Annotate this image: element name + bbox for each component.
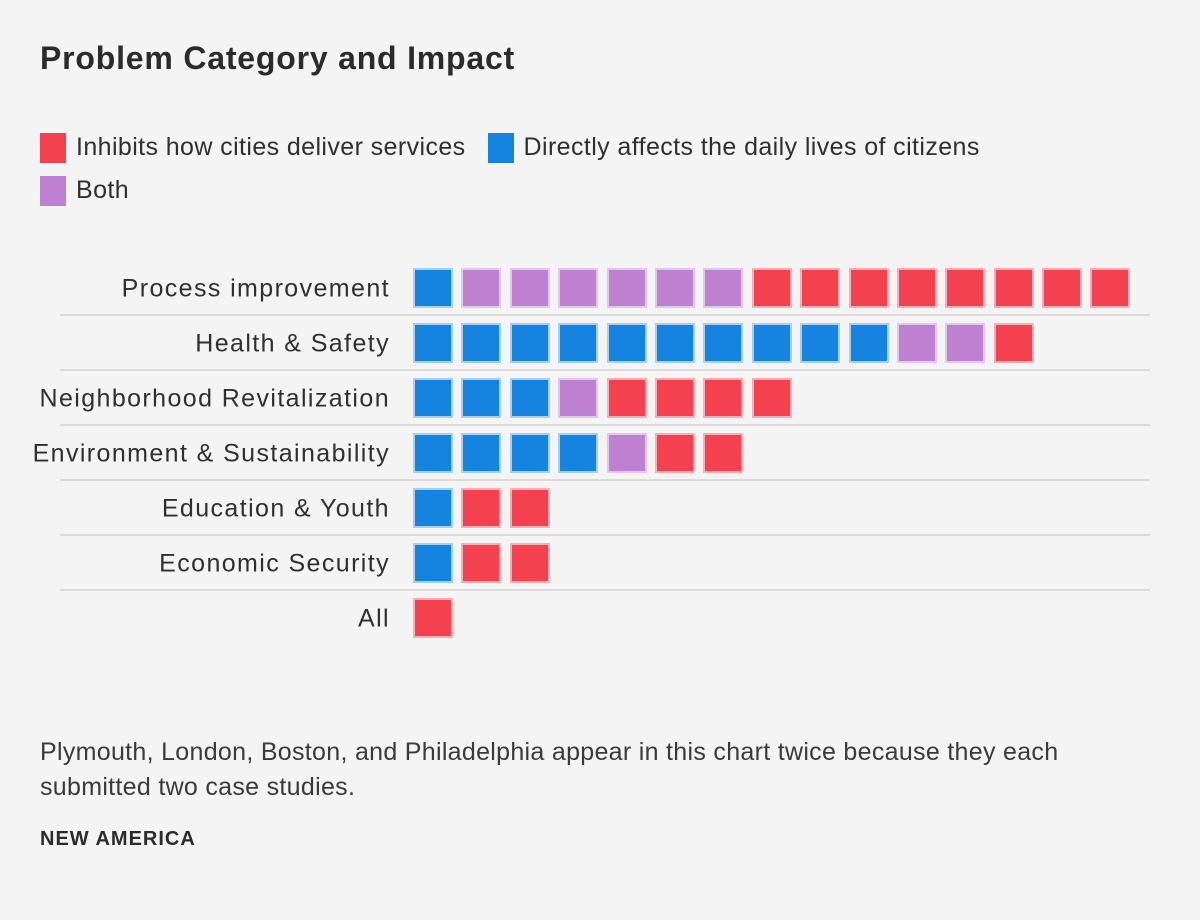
unit-square-inhibits bbox=[1090, 268, 1131, 308]
legend-item-both: Both bbox=[40, 175, 130, 206]
row-label: Process improvement bbox=[121, 274, 390, 302]
unit-square-directly_affects bbox=[509, 378, 550, 418]
unit-square-directly_affects bbox=[606, 323, 647, 363]
unit-square-directly_affects bbox=[413, 488, 453, 528]
legend: Inhibits how cities deliver services Dir… bbox=[40, 126, 980, 212]
unit-square-both bbox=[945, 323, 986, 363]
unit-square-inhibits bbox=[751, 268, 792, 308]
unit-square-directly_affects bbox=[461, 378, 502, 418]
unit-square-inhibits bbox=[703, 378, 744, 418]
unit-square-directly_affects bbox=[413, 543, 453, 583]
chart-row-economic-security: Economic Security bbox=[0, 536, 1200, 591]
legend-row: Inhibits how cities deliver services Dir… bbox=[40, 126, 980, 169]
row-squares bbox=[413, 378, 792, 418]
legend-label: Both bbox=[76, 176, 130, 204]
unit-square-both bbox=[606, 268, 647, 308]
row-label: Health & Safety bbox=[195, 329, 390, 357]
row-label: All bbox=[358, 604, 390, 632]
legend-item-directly-affects: Directly affects the daily lives of citi… bbox=[487, 132, 980, 163]
row-label: Economic Security bbox=[159, 549, 390, 577]
row-label: Neighborhood Revitalization bbox=[39, 384, 390, 412]
unit-square-inhibits bbox=[461, 488, 502, 528]
row-squares bbox=[413, 543, 550, 583]
unit-square-directly_affects bbox=[800, 323, 841, 363]
unit-square-inhibits bbox=[993, 268, 1034, 308]
legend-label: Inhibits how cities deliver services bbox=[76, 133, 466, 161]
row-squares bbox=[413, 433, 744, 473]
unit-square-inhibits bbox=[413, 598, 453, 638]
unit-square-directly_affects bbox=[558, 433, 599, 473]
unit-square-inhibits bbox=[1042, 268, 1083, 308]
chart-row-neighborhood-revitalization: Neighborhood Revitalization bbox=[0, 371, 1200, 426]
legend-swatch-purple-icon bbox=[40, 175, 66, 206]
unit-square-directly_affects bbox=[703, 323, 744, 363]
legend-item-inhibits: Inhibits how cities deliver services bbox=[40, 132, 466, 163]
chart-row-process-improvement: Process improvement bbox=[0, 261, 1200, 316]
unit-square-both bbox=[606, 433, 647, 473]
unit-square-inhibits bbox=[993, 323, 1034, 363]
unit-square-inhibits bbox=[606, 378, 647, 418]
unit-bar-chart: Process improvement Health & Safety Neig… bbox=[0, 261, 1200, 646]
row-squares bbox=[413, 268, 1131, 308]
unit-square-inhibits bbox=[848, 268, 889, 308]
unit-square-directly_affects bbox=[509, 433, 550, 473]
unit-square-directly_affects bbox=[413, 323, 453, 363]
row-label: Education & Youth bbox=[161, 494, 390, 522]
unit-square-inhibits bbox=[509, 488, 550, 528]
unit-square-inhibits bbox=[751, 378, 792, 418]
unit-square-directly_affects bbox=[413, 433, 453, 473]
unit-square-both bbox=[558, 268, 599, 308]
unit-square-directly_affects bbox=[848, 323, 889, 363]
unit-square-directly_affects bbox=[413, 378, 453, 418]
unit-square-inhibits bbox=[461, 543, 502, 583]
unit-square-directly_affects bbox=[461, 433, 502, 473]
unit-square-directly_affects bbox=[558, 323, 599, 363]
legend-swatch-blue-icon bbox=[487, 132, 514, 163]
unit-square-directly_affects bbox=[654, 323, 695, 363]
footnote: Plymouth, London, Boston, and Philadelph… bbox=[40, 738, 1059, 801]
row-squares bbox=[413, 323, 1034, 363]
unit-square-inhibits bbox=[945, 268, 986, 308]
unit-square-inhibits bbox=[896, 268, 937, 308]
row-squares bbox=[413, 488, 550, 528]
chart-row-all: All bbox=[0, 591, 1200, 646]
unit-square-inhibits bbox=[654, 433, 695, 473]
row-squares bbox=[413, 598, 453, 638]
unit-square-directly_affects bbox=[461, 323, 502, 363]
legend-row: Both bbox=[40, 169, 980, 212]
row-label: Environment & Sustainability bbox=[32, 439, 390, 467]
legend-swatch-red-icon bbox=[40, 132, 66, 163]
unit-square-both bbox=[509, 268, 550, 308]
chart-row-environment-sustainability: Environment & Sustainability bbox=[0, 426, 1200, 481]
chart-title: Problem Category and Impact bbox=[40, 40, 516, 76]
unit-square-directly_affects bbox=[413, 268, 453, 308]
unit-square-both bbox=[703, 268, 744, 308]
unit-square-inhibits bbox=[800, 268, 841, 308]
unit-square-directly_affects bbox=[751, 323, 792, 363]
unit-square-both bbox=[558, 378, 599, 418]
unit-square-directly_affects bbox=[509, 323, 550, 363]
chart-row-education-youth: Education & Youth bbox=[0, 481, 1200, 536]
unit-square-both bbox=[896, 323, 937, 363]
unit-square-inhibits bbox=[509, 543, 550, 583]
legend-label: Directly affects the daily lives of citi… bbox=[523, 133, 980, 161]
unit-square-inhibits bbox=[703, 433, 744, 473]
source-attribution: NEW AMERICA bbox=[40, 828, 196, 850]
unit-square-both bbox=[654, 268, 695, 308]
unit-square-both bbox=[461, 268, 502, 308]
chart-row-health-safety: Health & Safety bbox=[0, 316, 1200, 371]
unit-square-inhibits bbox=[654, 378, 695, 418]
